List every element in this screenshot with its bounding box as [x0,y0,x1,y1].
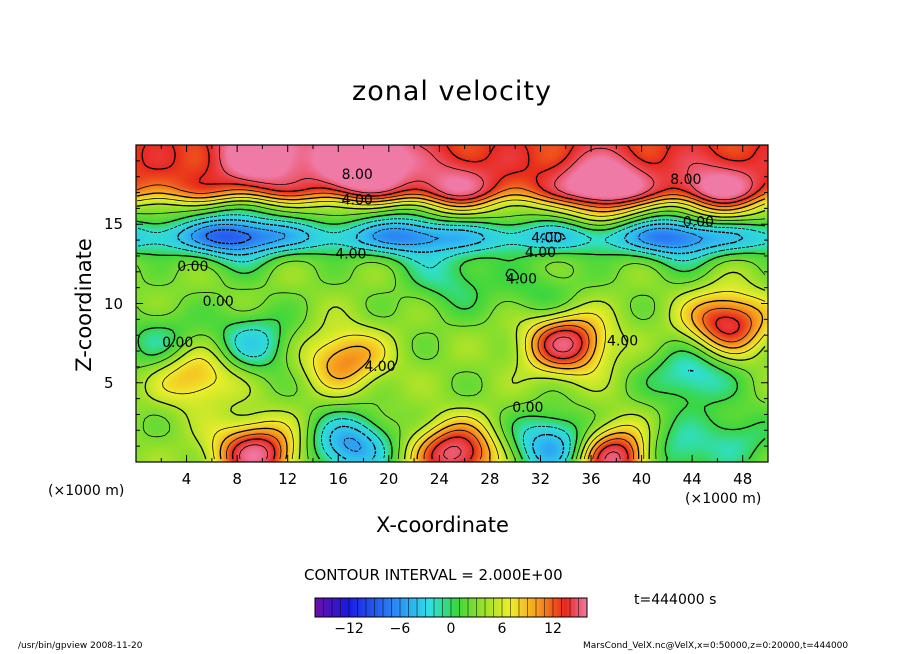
contour-line-2 [136,204,766,460]
contour-label: 4.00 [342,192,373,208]
contour-label: 8.00 [670,172,701,188]
contour-label: 0.00 [162,335,193,351]
x-tick-label: 44 [682,470,702,488]
contour-label: 0.00 [177,259,208,275]
y-tick-label: 10 [104,294,124,313]
contour-line-8 [136,192,766,460]
contour-label: 0.00 [683,215,714,231]
contour-label: 4.00 [525,245,556,261]
x-axis-label: X-coordinate [376,513,509,537]
colorbar-tick-label: −6 [389,621,411,637]
contour-line--6 [191,224,703,452]
contour-labels: 8.004.008.000.004.004.004.004.000.000.00… [162,167,714,416]
x-tick-label: 32 [530,470,551,488]
chart-title: zonal velocity [352,76,552,107]
contour-line--8 [205,229,252,245]
x-tick-label: 16 [328,470,348,488]
x-tick-label: 48 [733,470,753,488]
contour-label: 0.00 [512,400,543,416]
colorbar-tick-label: 12 [544,621,562,637]
footer-source: MarsCond_VelX.nc@VelX,x=0:50000,z=0:2000… [583,641,849,651]
contour-label: 0.00 [203,294,234,310]
colorbar-divisions [323,598,579,617]
contour-line-0 [136,208,766,460]
x-tick-label: 40 [632,470,652,488]
x-unit-label-right: (×1000 m) [685,491,762,507]
contour-interval-text: CONTOUR INTERVAL = 2.000E+00 [304,566,563,584]
contour-label: 8.00 [342,167,373,183]
contour-line-14 [218,145,753,460]
colorbar-tick-label: −12 [334,621,364,637]
contour-label: 4.00 [607,334,638,350]
x-tick-label: 8 [232,470,242,488]
axis-ticks [135,144,769,463]
time-label: t=444000 s [634,592,717,608]
contour-label: 4.00 [335,246,366,262]
colorbar-tick-label: 6 [497,621,507,637]
contour-line-4 [136,200,766,460]
x-tick-label: 4 [181,470,192,488]
contour-line--2 [136,214,766,460]
contour-lines [136,145,766,460]
contour-label: 4.00 [531,231,562,247]
contour-line-6 [136,197,766,460]
x-tick-label: 36 [581,470,601,488]
contour-label: 4.00 [506,272,537,288]
x-tick-label: 24 [429,470,449,488]
colorbar-tick-label: 0 [446,621,456,637]
contour-line-12 [141,145,766,460]
x-tick-label: 20 [379,470,399,488]
y-tick-label: 15 [104,215,124,234]
x-tick-label: 28 [480,470,500,488]
x-tick-label: 12 [278,470,298,488]
contour-label: 4.00 [364,359,395,375]
x-unit-label-left: (×1000 m) [48,483,125,499]
footer-command: /usr/bin/gpview 2008-11-20 [18,641,143,651]
y-axis-label: Z-coordinate [72,238,96,372]
contour-line--4 [177,219,744,460]
contour-line-10 [136,184,766,460]
y-tick-label: 5 [104,373,114,392]
